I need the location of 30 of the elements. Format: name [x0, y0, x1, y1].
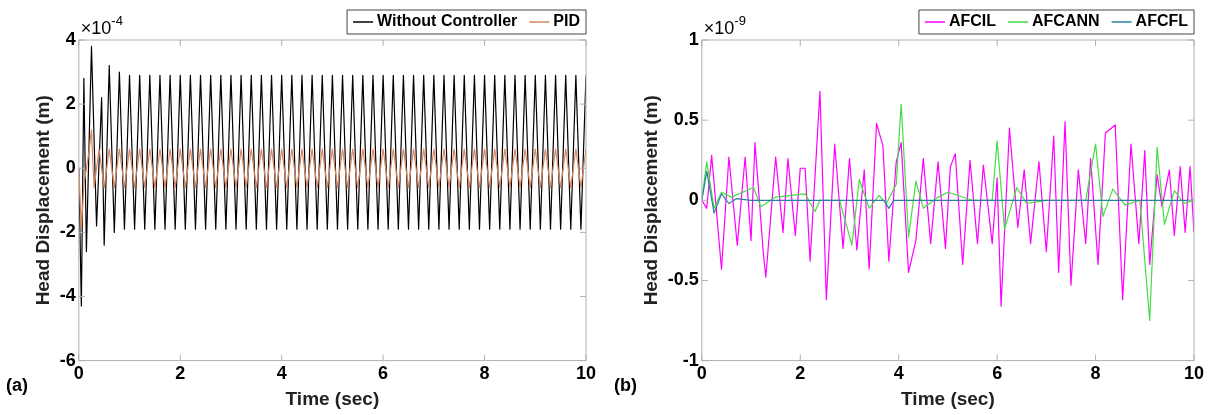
- legend-label: Without Controller: [377, 12, 518, 30]
- x-tick-label: 2: [175, 363, 186, 384]
- y-tick-label: -2: [59, 221, 76, 242]
- y-tick-label: 0: [65, 157, 76, 178]
- y-tick-label: 4: [65, 28, 76, 49]
- x-tick-label: 8: [1090, 363, 1101, 384]
- y-axis-title: Head Displacement (m): [639, 95, 661, 306]
- x-axis-title: Time (sec): [901, 387, 995, 409]
- x-tick-label: 6: [378, 363, 389, 384]
- x-tick-label: 2: [795, 363, 806, 384]
- legend-label: PID: [553, 12, 580, 30]
- x-tick-label: 4: [893, 363, 904, 384]
- text: (a): [6, 374, 28, 395]
- x-tick-label: 10: [575, 363, 597, 384]
- y-tick-label: 2: [65, 93, 76, 114]
- x-axis-title: Time (sec): [285, 387, 380, 409]
- y-tick-label: 1: [688, 28, 699, 49]
- x-tick-label: 4: [276, 363, 287, 384]
- x-tick-label: 10: [1183, 363, 1205, 384]
- y-axis-title: Head Displacement (m): [31, 95, 53, 306]
- y-tick-label: -4: [59, 285, 76, 306]
- y-tick-label: -0.5: [667, 269, 699, 290]
- y-tick-label: 0.5: [673, 109, 699, 130]
- legend-label: AFCANN: [1032, 12, 1100, 30]
- legend-label: AFCFL: [1135, 12, 1189, 30]
- y-tick-label: 0: [688, 189, 699, 210]
- text: (b): [614, 374, 637, 395]
- x-tick-label: 8: [479, 363, 490, 384]
- legend-label: AFCIL: [948, 12, 997, 30]
- x-tick-label: 6: [992, 363, 1003, 384]
